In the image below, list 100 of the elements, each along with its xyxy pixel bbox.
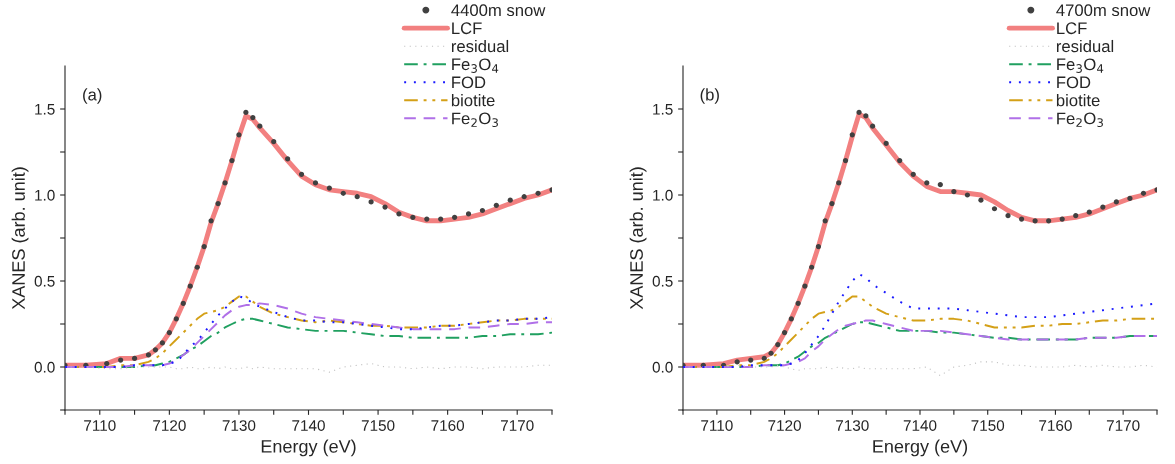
x-tick-label: 7140: [903, 420, 937, 431]
y-axis-title: XANES (arb. unit): [11, 167, 29, 310]
legend-label: Fe$_{2}$O$_{3}$: [1057, 112, 1103, 128]
x-tick-label: 7170: [501, 420, 534, 431]
point: [761, 355, 767, 361]
point: [340, 190, 346, 196]
point: [863, 113, 869, 119]
point: [354, 194, 360, 200]
point: [1086, 209, 1092, 215]
point: [781, 330, 788, 336]
point: [1046, 218, 1052, 224]
point: [368, 199, 374, 205]
x-tick-label: 7120: [768, 420, 801, 431]
point: [1059, 216, 1065, 222]
y-tick-label: 1.5: [35, 104, 55, 115]
point: [465, 211, 472, 217]
point: [809, 264, 815, 270]
point: [768, 350, 774, 356]
point: [285, 156, 291, 162]
point: [836, 180, 842, 186]
point: [424, 216, 430, 222]
legend-label: Fe$_{3}$O$_{4}$: [452, 58, 499, 73]
point: [298, 171, 305, 177]
point: [734, 359, 740, 365]
legend-label: biotite: [451, 94, 495, 107]
point: [131, 355, 138, 361]
point: [194, 264, 200, 270]
x-tick-label: 7110: [701, 420, 733, 431]
point: [991, 206, 998, 212]
point: [897, 158, 903, 164]
point: [964, 192, 970, 198]
legend-label: Fe$_{3}$O$_{4}$: [1057, 58, 1104, 73]
legend-label: residual: [451, 39, 509, 53]
point: [104, 360, 110, 367]
x-tick-label: 7140: [292, 420, 325, 431]
point: [978, 197, 984, 203]
point: [1113, 199, 1119, 205]
point: [159, 340, 165, 346]
line-series: [683, 111, 1157, 368]
point: [271, 139, 277, 145]
point: [521, 194, 527, 200]
point: [1100, 204, 1106, 210]
point: [1005, 213, 1011, 219]
y-axis-title: XANES (arb. unit): [629, 167, 647, 310]
point: [396, 211, 402, 217]
point: [535, 190, 541, 196]
x-tick-label: 7150: [361, 420, 395, 431]
x-tick-label: 7110: [84, 420, 116, 431]
x-tick-label: 7120: [153, 420, 186, 431]
x-tick-label: 7130: [222, 420, 256, 431]
point: [842, 158, 849, 164]
point: [748, 357, 754, 363]
x-axis-title: Energy (eV): [873, 439, 968, 457]
point: [152, 347, 159, 353]
point: [1140, 190, 1147, 196]
point: [924, 180, 930, 186]
point: [788, 316, 794, 322]
point: [118, 357, 124, 363]
point: [795, 300, 801, 306]
point: [236, 132, 242, 138]
point: [479, 207, 486, 214]
point: [166, 330, 172, 336]
point: [493, 202, 499, 208]
point: [815, 244, 822, 250]
point: [187, 283, 193, 289]
point: [452, 214, 458, 220]
y-tick-label: 0.5: [34, 275, 55, 287]
point: [802, 283, 808, 289]
legend-label: Fe$_{2}$O$_{3}$: [452, 112, 498, 128]
point: [849, 132, 855, 138]
point: [829, 201, 835, 207]
point: [382, 204, 388, 210]
point: [438, 216, 444, 222]
point: [201, 244, 207, 250]
x-tick-label: 7170: [1106, 420, 1140, 431]
legend-label: LCF: [452, 22, 482, 35]
y-tick-label: 1.0: [35, 189, 55, 201]
point: [856, 109, 862, 116]
x-tick-label: 7150: [971, 420, 1005, 431]
point: [507, 197, 513, 203]
point: [312, 180, 319, 186]
point: [910, 171, 916, 177]
y-tick-label: 1.0: [653, 189, 673, 201]
point: [257, 123, 263, 129]
legend-label: FOD: [1057, 76, 1091, 89]
point: [215, 201, 221, 207]
legend-label: biotite: [1056, 94, 1100, 107]
legend-label: residual: [1056, 39, 1114, 53]
point: [1073, 213, 1079, 219]
point: [822, 218, 828, 224]
y-tick-label: 0.5: [652, 275, 673, 287]
y-tick-label: 1.5: [653, 104, 673, 115]
point: [243, 109, 249, 116]
point: [208, 218, 214, 224]
annotation: (b): [700, 88, 719, 104]
point: [775, 342, 781, 348]
annotation: (a): [83, 88, 102, 104]
point: [883, 140, 889, 146]
legend-label: 4700m snow: [1056, 4, 1151, 17]
y-tick-label: 0.0: [34, 361, 55, 373]
